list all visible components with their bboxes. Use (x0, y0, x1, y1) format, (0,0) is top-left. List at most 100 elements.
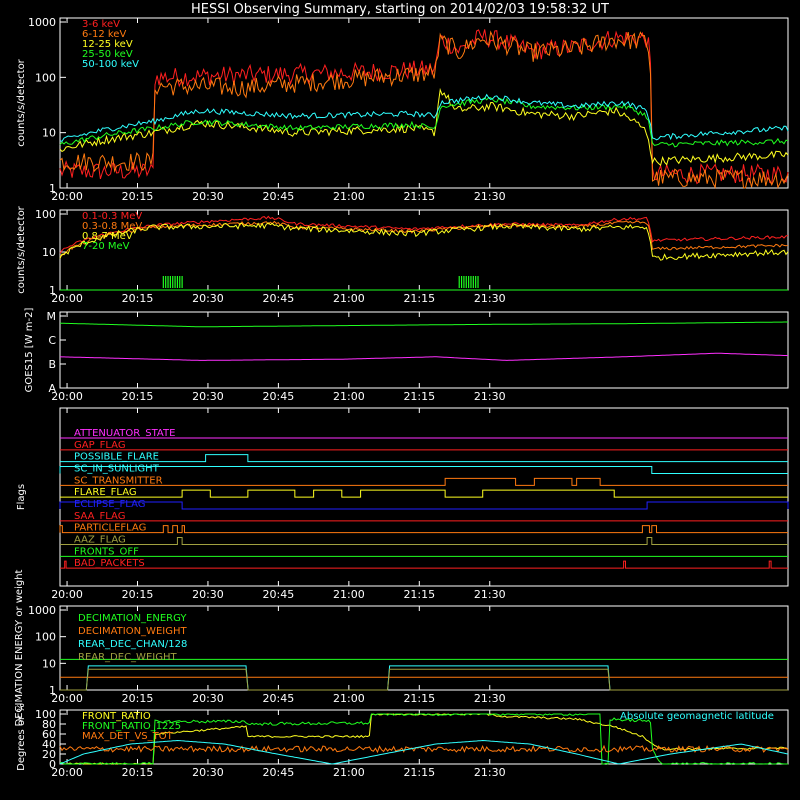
series-line-goes-short (59, 352, 789, 361)
y-tick-label: 1000 (28, 604, 56, 617)
x-tick-label: 20:00 (51, 390, 83, 403)
flag-label: FRONTS_OFF (74, 546, 139, 557)
series-line-3-6-kev (59, 29, 789, 185)
x-tick-label: 21:00 (333, 692, 365, 705)
x-tick-label: 21:15 (403, 390, 435, 403)
y-axis-label: GOES15 [W m-2] (24, 308, 35, 393)
series-line-rear-dec-weight (60, 668, 788, 691)
flag-label: PARTICLEFLAG (74, 523, 146, 534)
x-tick-label: 20:30 (192, 292, 224, 305)
y-tick-label: 100 (35, 71, 56, 84)
flag-line-eclipse-flag (59, 501, 789, 510)
flag-label: AAZ_FLAG (74, 535, 126, 546)
y-tick-label: 1 (49, 684, 56, 697)
series-line-max-det-vs-tot (59, 744, 789, 754)
x-tick-label: 21:30 (474, 588, 506, 601)
flag-line-sc-transmitter (60, 477, 788, 486)
x-tick-label: 20:30 (192, 390, 224, 403)
y-tick-label: 40 (42, 738, 56, 751)
panel-5: 20:00 20:15 20:30 20:45 21:00 21:15 21:30 Degre… (16, 703, 789, 779)
flag-line-particleflag (59, 525, 788, 534)
panel-frame (59, 17, 789, 189)
y-tick-label: 10 (42, 127, 56, 140)
legend-entry: FRONT_RATIO (82, 711, 151, 722)
x-tick-label: 20:00 (51, 766, 83, 779)
y-axis-label: DECIMATION ENERGY or weight (14, 569, 25, 726)
x-tick-label: 20:15 (122, 766, 154, 779)
panel-frame (59, 311, 789, 389)
flag-line-flare-flag (60, 489, 788, 498)
y-tick-label: 1 (49, 284, 56, 297)
x-tick-label: 21:00 (333, 766, 365, 779)
legend-entry: 0.8-7 MeV (82, 231, 133, 242)
legend-entry: 50-100 keV (82, 59, 139, 70)
y-tick-label: 60 (42, 728, 56, 741)
x-tick-label: 21:15 (403, 190, 435, 203)
panel-0: 20:00 20:15 20:30 20:45 21:00 21:15 21:30 count… (16, 16, 789, 203)
y-tick-label: 100 (35, 708, 56, 721)
x-tick-label: 20:00 (51, 292, 83, 305)
y-tick-label: M (47, 310, 57, 323)
series-line-25-50-kev (59, 97, 789, 148)
series-line-50-100-kev (59, 93, 789, 143)
y-tick-label: 1 (49, 182, 56, 195)
series-line-12-25-kev (59, 87, 789, 167)
y-tick-label: 100 (35, 631, 56, 644)
series-line-0-1-0-3-mev (59, 215, 789, 254)
x-tick-label: 20:45 (263, 190, 295, 203)
flag-line-aaz-flag (60, 537, 788, 545)
panel-3: 20:00 20:15 20:30 20:45 21:00 21:15 21:30 Flags… (16, 407, 789, 601)
annotation: Absolute geomagnetic latitude (620, 711, 774, 722)
legend-entry: DECIMATION_ENERGY (78, 613, 187, 624)
x-tick-label: 20:00 (51, 692, 83, 705)
flag-label: SAA_FLAG (74, 511, 125, 522)
series-line-0-8-7-mev (59, 222, 789, 261)
x-tick-label: 21:30 (474, 766, 506, 779)
x-tick-label: 20:45 (263, 766, 295, 779)
x-tick-label: 20:30 (192, 766, 224, 779)
y-tick-label: 20 (42, 748, 56, 761)
x-tick-label: 20:45 (263, 588, 295, 601)
legend-entry: REAR_DEC_WEIGHT (78, 652, 177, 663)
x-tick-label: 20:15 (122, 292, 154, 305)
x-tick-label: 20:15 (122, 588, 154, 601)
panel-1: 20:00 20:15 20:30 20:45 21:00 21:15 21:30 count… (16, 205, 789, 305)
flag-label: SC_TRANSMITTER (74, 475, 163, 486)
x-tick-label: 20:15 (122, 390, 154, 403)
x-tick-label: 21:30 (474, 692, 506, 705)
x-tick-label: 21:30 (474, 190, 506, 203)
y-tick-label: A (48, 382, 56, 395)
x-tick-label: 20:00 (51, 190, 83, 203)
panel-frame (59, 209, 789, 291)
panel-frame (59, 709, 789, 765)
series-line-6-12-kev (59, 30, 789, 190)
y-axis-label: counts/s/detector (16, 205, 27, 293)
x-tick-label: 20:15 (122, 692, 154, 705)
legend-entry: 7-20 MeV (82, 241, 130, 252)
y-axis-label: Flags (16, 484, 27, 510)
y-axis-label: counts/s/detector (16, 58, 27, 146)
y-tick-label: 10 (42, 657, 56, 670)
x-tick-label: 21:15 (403, 766, 435, 779)
legend-entry: 6-12 keV (82, 29, 126, 40)
x-tick-label: 20:30 (192, 190, 224, 203)
flag-label: ATTENUATOR_STATE (74, 428, 175, 439)
legend-entry: 3-6 keV (82, 19, 120, 30)
flag-line-sc-in-sunlight (59, 466, 788, 474)
y-axis-label: Degrees or % (16, 703, 27, 771)
flag-label: BAD_PACKETS (74, 558, 145, 569)
series-line-front-ratio-1225 (59, 713, 788, 765)
y-tick-label: B (48, 358, 56, 371)
series-line-goes-long (59, 321, 788, 328)
series-line-0-3-0-8-mev (59, 220, 789, 257)
legend-entry: 12-25 keV (82, 39, 133, 50)
y-tick-label: 100 (35, 208, 56, 221)
flag-label: FLARE_FLAG (74, 487, 137, 498)
flag-line-bad-packets (60, 560, 788, 569)
x-tick-label: 21:00 (333, 588, 365, 601)
y-tick-label: 0 (49, 758, 56, 771)
legend-entry: 0.3-0.8 MeV (82, 221, 142, 232)
legend-entry: 25-50 keV (82, 49, 133, 60)
y-tick-label: 10 (42, 246, 56, 259)
